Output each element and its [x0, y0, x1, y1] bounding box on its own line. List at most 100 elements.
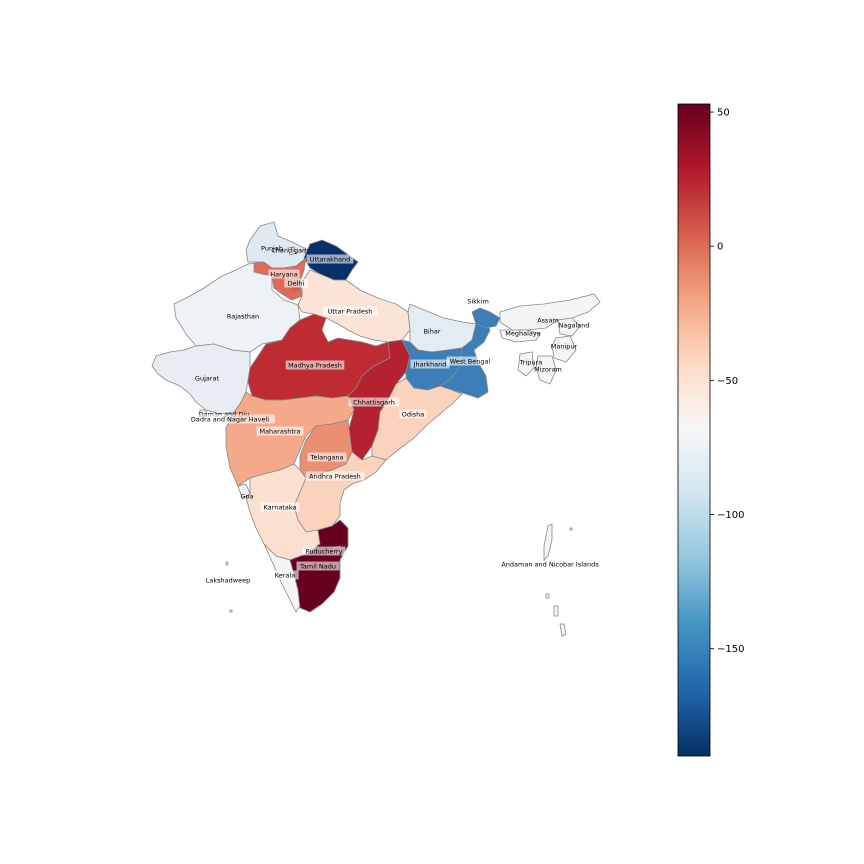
- label-background: [271, 570, 299, 580]
- colorbar-tick-label: 0: [717, 242, 723, 253]
- label-tripura: Tripura: [519, 358, 542, 366]
- colorbar-tick-label: −50: [717, 376, 738, 387]
- label-uttar-pradesh: Uttar Pradesh: [322, 306, 378, 316]
- state-label: Maharashtra: [259, 427, 300, 435]
- state-label: Manipur: [551, 342, 578, 350]
- label-background: [185, 414, 275, 424]
- state-label: Assam: [537, 316, 559, 324]
- label-daman-and-diu: Daman and Diu: [199, 410, 250, 418]
- state-label: Kerala: [275, 571, 295, 579]
- label-lakshadweep: Lakshadweep: [206, 576, 250, 584]
- state-label: Jharkhand: [413, 360, 447, 368]
- colorbar-gradient: [677, 103, 711, 757]
- colorbar: 50 0 −50 −100 −150: [677, 103, 744, 757]
- state-label: Chhattisgarh: [353, 398, 395, 406]
- label-background: [302, 546, 346, 556]
- label-background: [305, 471, 365, 481]
- label-delhi: Delhi: [284, 278, 308, 288]
- label-goa: Goa: [241, 492, 254, 500]
- label-background: [307, 452, 347, 462]
- state-label: Andhra Pradesh: [309, 472, 361, 480]
- label-background: [260, 502, 300, 512]
- region-andaman-and-nicobar-islands: [543, 523, 573, 637]
- label-background: [348, 397, 400, 407]
- state-label: Rajasthan: [227, 312, 259, 320]
- state-label: Gujarat: [195, 374, 220, 382]
- label-odisha: Odisha: [399, 409, 427, 419]
- label-background: [284, 278, 308, 288]
- state-label: Delhi: [288, 279, 305, 287]
- label-tamil-nadu: Tamil Nadu: [296, 561, 340, 571]
- label-kerala: Kerala: [271, 570, 299, 580]
- label-mizoram: Mizoram: [534, 365, 562, 373]
- state-label: Karnataka: [264, 503, 297, 511]
- label-meghalaya: Meghalaya: [505, 329, 540, 337]
- label-background: [322, 306, 378, 316]
- region-chandigarh: [287, 246, 297, 256]
- state-label: Haryana: [270, 270, 297, 278]
- state-label: Tripura: [519, 358, 542, 366]
- state-label: Madhya Pradesh: [288, 361, 342, 369]
- region-lakshadweep: [225, 561, 233, 613]
- state-label: Tamil Nadu: [299, 562, 336, 570]
- label-jharkhand: Jharkhand: [410, 359, 450, 369]
- region-manipur: [551, 335, 577, 363]
- label-karnataka: Karnataka: [260, 502, 300, 512]
- state-label: Andaman and Nicobar Islands: [501, 560, 599, 568]
- label-telangana: Telangana: [307, 452, 347, 462]
- label-background: [410, 359, 450, 369]
- state-label: Uttar Pradesh: [328, 307, 373, 315]
- colorbar-tick-label: −100: [717, 510, 744, 521]
- state-label: Goa: [241, 492, 254, 500]
- label-nagaland: Nagaland: [559, 321, 590, 329]
- label-background: [256, 426, 304, 436]
- label-puducherry: Puducherry: [302, 546, 346, 556]
- label-chhattisgarh: Chhattisgarh: [348, 397, 400, 407]
- label-dadra-and-nagar-haveli: Dadra and Nagar Haveli: [185, 414, 275, 424]
- label-bihar: Bihar: [423, 327, 440, 335]
- state-label: Nagaland: [559, 321, 590, 329]
- state-label: Chandigarh: [271, 246, 308, 254]
- label-uttarakhand: Uttarakhand: [306, 254, 354, 264]
- label-punjab: Punjab: [261, 244, 283, 252]
- label-assam: Assam: [537, 316, 559, 324]
- label-background: [306, 254, 354, 264]
- state-label: Meghalaya: [505, 329, 540, 337]
- colorbar-tick-label: 50: [717, 108, 730, 119]
- state-label: Daman and Diu: [199, 410, 250, 418]
- label-chandigarh: Chandigarh: [271, 246, 308, 254]
- region-nagaland: [557, 317, 581, 337]
- state-label: Dadra and Nagar Haveli: [191, 415, 269, 423]
- state-label: Uttarakhand: [310, 255, 351, 263]
- region-sikkim: [471, 307, 501, 329]
- label-haryana: Haryana: [268, 269, 300, 279]
- label-background: [268, 269, 300, 279]
- label-background: [399, 409, 427, 419]
- label-west-bengal: West Bengal: [446, 356, 494, 366]
- label-maharashtra: Maharashtra: [256, 426, 304, 436]
- label-background: [285, 360, 345, 370]
- label-andhra-pradesh: Andhra Pradesh: [305, 471, 365, 481]
- label-gujarat: Gujarat: [195, 374, 220, 382]
- state-label: Telangana: [310, 453, 344, 461]
- colorbar-tick-label: −150: [717, 644, 744, 655]
- label-madhya-pradesh: Madhya Pradesh: [285, 360, 345, 370]
- state-label: Punjab: [261, 244, 283, 252]
- label-rajasthan: Rajasthan: [227, 312, 259, 320]
- colorbar-ticks: 50 0 −50 −100 −150: [710, 108, 744, 655]
- label-background: [296, 561, 340, 571]
- state-label: West Bengal: [450, 357, 491, 365]
- region-meghalaya: [499, 329, 541, 343]
- region-tripura: [517, 351, 535, 377]
- label-manipur: Manipur: [551, 342, 578, 350]
- state-label: Lakshadweep: [206, 576, 250, 584]
- label-andaman-and-nicobar-islands: Andaman and Nicobar Islands: [501, 560, 599, 568]
- region-mizoram: [535, 355, 557, 385]
- label-background: [446, 356, 494, 366]
- state-label: Odisha: [402, 410, 425, 418]
- state-label: Sikkim: [467, 297, 489, 305]
- state-label: Bihar: [423, 327, 440, 335]
- state-label: Puducherry: [306, 547, 343, 555]
